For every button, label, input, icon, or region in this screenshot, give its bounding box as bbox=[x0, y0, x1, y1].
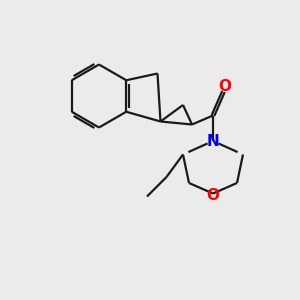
Text: N: N bbox=[207, 134, 219, 148]
Text: O: O bbox=[206, 188, 220, 202]
Text: O: O bbox=[218, 80, 232, 94]
